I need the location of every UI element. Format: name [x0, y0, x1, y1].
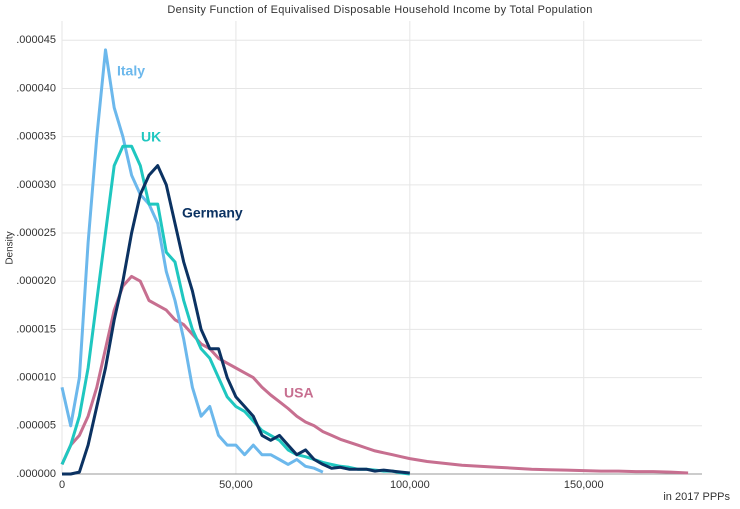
x-axis-label: in 2017 PPPs [663, 491, 730, 503]
y-tick-label: .000040 [16, 82, 56, 94]
series-line [60, 274, 689, 475]
series-label: Italy [117, 63, 145, 79]
x-tick-label: 50,000 [219, 479, 253, 491]
y-tick-label: .000025 [16, 227, 56, 239]
y-tick-label: .000010 [16, 372, 56, 384]
series-label: USA [284, 385, 314, 401]
series-label: Germany [182, 205, 243, 221]
y-tick-label: .000020 [16, 275, 56, 287]
x-tick-label: 150,000 [564, 479, 604, 491]
y-tick-label: .000005 [16, 420, 56, 432]
y-tick-label: .000030 [16, 179, 56, 191]
y-tick-label: .000035 [16, 131, 56, 143]
y-axis-label: Density [5, 231, 16, 264]
y-tick-label: .000045 [16, 34, 56, 46]
y-tick-label: .000000 [16, 468, 56, 480]
series-line [62, 164, 410, 476]
x-tick-label: 100,000 [390, 479, 430, 491]
x-tick-label: 0 [59, 479, 65, 491]
series-line [60, 48, 324, 474]
series-label: UK [141, 129, 161, 145]
chart-title: Density Function of Equivalised Disposab… [167, 4, 592, 16]
y-tick-label: .000015 [16, 323, 56, 335]
